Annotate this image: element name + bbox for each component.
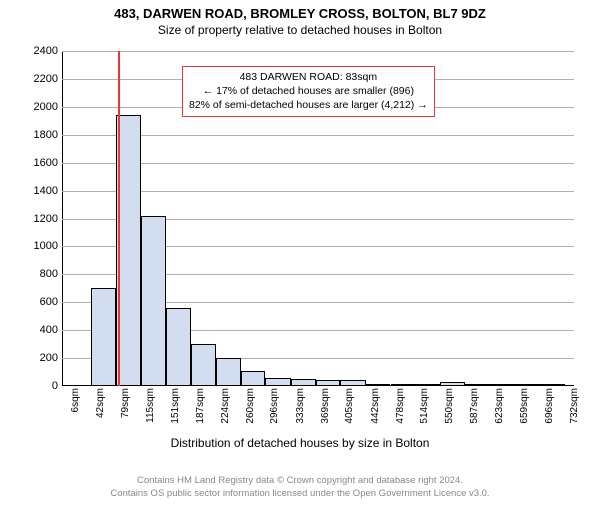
y-tick-label: 1600	[18, 157, 58, 169]
x-tick-label: 333sqm	[295, 388, 306, 438]
x-tick-label: 587sqm	[469, 388, 480, 438]
chart-main-title: 483, DARWEN ROAD, BROMLEY CROSS, BOLTON,…	[0, 6, 600, 21]
plot-area: 483 DARWEN ROAD: 83sqm← 17% of detached …	[62, 51, 574, 386]
histogram-bar	[415, 384, 440, 386]
x-tick-label: 550sqm	[444, 388, 455, 438]
y-tick-label: 0	[18, 380, 58, 392]
x-tick-label: 187sqm	[195, 388, 206, 438]
x-axis-label: Distribution of detached houses by size …	[0, 436, 600, 450]
histogram-bar	[216, 358, 241, 386]
x-tick-label: 442sqm	[370, 388, 381, 438]
chart-container: Number of detached properties 483 DARWEN…	[0, 46, 600, 441]
histogram-bar	[291, 379, 316, 386]
histogram-bar	[515, 384, 540, 386]
y-tick-label: 1200	[18, 213, 58, 225]
info-line-3: 82% of semi-detached houses are larger (…	[189, 98, 428, 112]
y-tick-label: 1400	[18, 185, 58, 197]
x-tick-label: 6sqm	[70, 388, 81, 438]
footer-line-1: Contains HM Land Registry data © Crown c…	[0, 475, 600, 487]
y-tick-label: 2200	[18, 73, 58, 85]
x-tick-label: 115sqm	[145, 388, 156, 438]
x-tick-label: 478sqm	[395, 388, 406, 438]
footer-line-2: Contains OS public sector information li…	[0, 488, 600, 500]
footer-attribution: Contains HM Land Registry data © Crown c…	[0, 475, 600, 500]
property-marker-line	[118, 51, 120, 386]
y-tick-label: 2000	[18, 101, 58, 113]
histogram-bar	[141, 216, 166, 386]
histogram-bar	[540, 384, 565, 386]
x-tick-label: 296sqm	[269, 388, 280, 438]
info-line-1: 483 DARWEN ROAD: 83sqm	[189, 70, 428, 84]
histogram-bar	[490, 384, 515, 386]
x-tick-label: 623sqm	[494, 388, 505, 438]
x-tick-label: 151sqm	[170, 388, 181, 438]
x-tick-label: 42sqm	[95, 388, 106, 438]
chart-sub-title: Size of property relative to detached ho…	[0, 23, 600, 37]
y-tick-label: 2400	[18, 45, 58, 57]
x-tick-label: 514sqm	[419, 388, 430, 438]
histogram-bar	[366, 384, 391, 386]
histogram-bar	[391, 384, 416, 386]
x-tick-label: 659sqm	[519, 388, 530, 438]
x-tick-label: 732sqm	[569, 388, 580, 438]
x-tick-label: 79sqm	[120, 388, 131, 438]
x-tick-label: 260sqm	[245, 388, 256, 438]
histogram-bar	[191, 344, 216, 386]
histogram-bar	[440, 382, 465, 386]
histogram-bar	[316, 380, 341, 386]
y-tick-label: 1000	[18, 240, 58, 252]
histogram-bar	[340, 380, 365, 386]
property-info-box: 483 DARWEN ROAD: 83sqm← 17% of detached …	[182, 66, 435, 117]
info-line-2: ← 17% of detached houses are smaller (89…	[189, 84, 428, 98]
x-tick-label: 405sqm	[344, 388, 355, 438]
histogram-bar	[241, 371, 266, 386]
x-tick-label: 369sqm	[320, 388, 331, 438]
y-tick-label: 800	[18, 268, 58, 280]
histogram-bar	[166, 308, 191, 386]
x-tick-label: 696sqm	[544, 388, 555, 438]
y-tick-label: 200	[18, 352, 58, 364]
x-tick-label: 224sqm	[220, 388, 231, 438]
histogram-bar	[465, 384, 490, 386]
histogram-bar	[265, 378, 290, 386]
grid-line	[62, 51, 574, 52]
histogram-bar	[91, 288, 116, 386]
y-tick-label: 400	[18, 324, 58, 336]
y-tick-label: 600	[18, 296, 58, 308]
y-tick-label: 1800	[18, 129, 58, 141]
